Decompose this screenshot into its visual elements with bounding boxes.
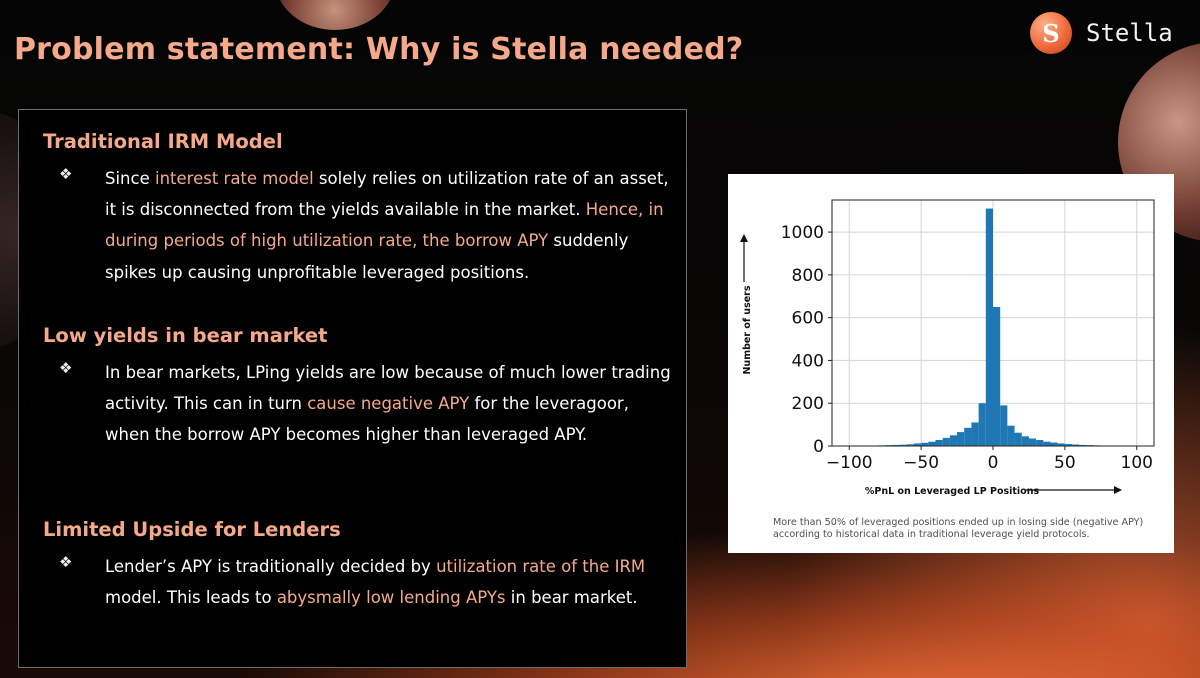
histogram-bar [1064,444,1073,446]
histogram-bar [1036,440,1044,446]
x-tick-label: 0 [988,453,999,473]
brand-logo: S Stella [1030,12,1173,54]
highlight-text: abysmally low lending APYs [276,588,506,608]
histogram-bar [964,427,972,446]
histogram-bar [1014,432,1022,446]
histogram-bar [913,443,922,446]
highlight-text: interest rate model [154,169,314,188]
histogram-bar [1028,438,1037,446]
diamond-bullet-icon: ❖ [59,553,73,571]
histogram-bar [942,437,950,446]
y-axis-arrow-icon [740,234,748,242]
histogram-bar [978,403,986,446]
highlight-text: Hence, in during periods of high utiliza… [105,200,664,251]
section-title-bear-market: Low yields in bear market [43,324,328,347]
histogram-bar [1043,441,1051,446]
histogram-bar [899,444,907,446]
histogram-bar [957,432,965,446]
diamond-bullet-icon: ❖ [59,165,73,183]
x-tick-label: 50 [1054,453,1076,473]
brand-name: Stella [1086,19,1173,47]
section-title-lenders: Limited Upside for Lenders [43,518,341,541]
pnl-histogram-card: −100 −50 0 50 100 0 200 400 600 800 1000 %PnL on L… [728,174,1174,553]
histogram-bar [1079,444,1087,446]
chart-caption: More than 50% of leveraged positions end… [773,517,1144,540]
histogram-bar [985,208,993,446]
stella-logo-icon: S [1030,12,1072,54]
x-axis-label: %PnL on Leveraged LP Positions [865,486,1040,497]
histogram-bar [971,422,979,446]
histogram-bar [1057,443,1065,446]
histogram-bar [928,441,936,446]
chart-bars [878,208,1108,446]
histogram-bar [892,444,900,446]
x-tick-label: −100 [826,453,873,473]
section-title-irm: Traditional IRM Model [43,130,283,153]
histogram-bar [1000,405,1008,446]
y-tick-label: 1000 [781,223,824,243]
slide-title: Problem statement: Why is Stella needed? [14,32,744,67]
x-tick-label: 100 [1121,453,1153,473]
highlight-text: utilization rate of the IRM [436,557,646,576]
y-tick-label: 200 [792,394,824,414]
x-tick-label: −50 [903,453,939,473]
section-text-irm: Since interest rate model solely relies … [105,169,669,282]
highlight-text: cause negative APY [307,394,470,414]
histogram-bar [1050,442,1058,446]
diamond-bullet-icon: ❖ [59,359,73,377]
section-text-lenders: Lender’s APY is traditionally decided by… [105,557,646,608]
y-tick-label: 400 [792,351,824,371]
x-axis-arrow-icon [1114,486,1122,494]
histogram-bar [993,306,1001,446]
section-text-bear-market: In bear markets, LPing yields are low be… [105,363,671,445]
histogram-bar [935,440,943,446]
problem-panel: Traditional IRM Model ❖ Since interest r… [18,109,687,668]
histogram-bar [906,444,914,446]
histogram-bar [1007,425,1015,446]
histogram-bar [1021,436,1029,446]
y-axis-label: Number of users [742,285,753,374]
decorative-orb-top [275,0,395,30]
histogram-bar [921,442,929,446]
y-tick-label: 0 [813,437,824,457]
y-tick-label: 600 [792,309,824,329]
y-tick-label: 800 [792,266,824,286]
histogram-bar [949,435,958,446]
histogram-bar [1072,444,1080,446]
